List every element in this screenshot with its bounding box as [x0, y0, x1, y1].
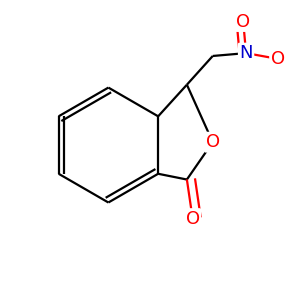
Text: O: O [236, 13, 250, 31]
Text: N: N [239, 44, 253, 62]
Text: O: O [271, 50, 285, 68]
Text: O: O [206, 133, 220, 151]
Text: O: O [186, 210, 200, 228]
